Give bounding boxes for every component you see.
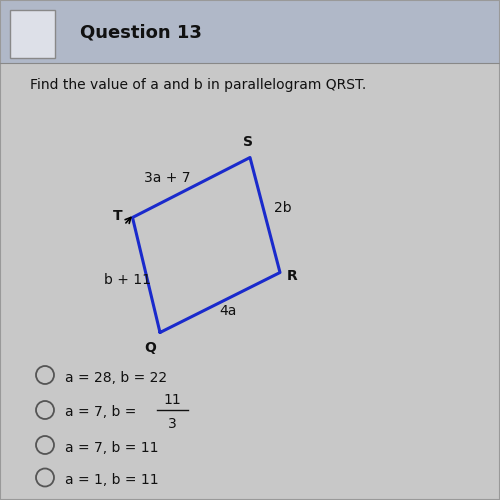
Text: 11: 11 — [164, 393, 182, 407]
FancyBboxPatch shape — [0, 0, 500, 62]
Text: T: T — [112, 210, 122, 224]
Text: Question 13: Question 13 — [80, 23, 202, 41]
Text: a = 7, b =: a = 7, b = — [65, 406, 141, 419]
FancyBboxPatch shape — [10, 10, 55, 58]
Text: Q: Q — [144, 340, 156, 354]
Text: Find the value of a and b in parallelogram QRST.: Find the value of a and b in parallelogr… — [30, 78, 366, 92]
Text: a = 7, b = 11: a = 7, b = 11 — [65, 440, 158, 454]
Text: a = 1, b = 11: a = 1, b = 11 — [65, 473, 158, 487]
Text: R: R — [287, 269, 298, 283]
Text: 3: 3 — [168, 416, 177, 430]
Text: 4a: 4a — [219, 304, 236, 318]
Text: b + 11: b + 11 — [104, 273, 151, 287]
Text: S: S — [242, 136, 252, 149]
Text: 2b: 2b — [274, 200, 291, 214]
Text: a = 28, b = 22: a = 28, b = 22 — [65, 370, 167, 384]
Text: 3a + 7: 3a + 7 — [144, 170, 191, 184]
